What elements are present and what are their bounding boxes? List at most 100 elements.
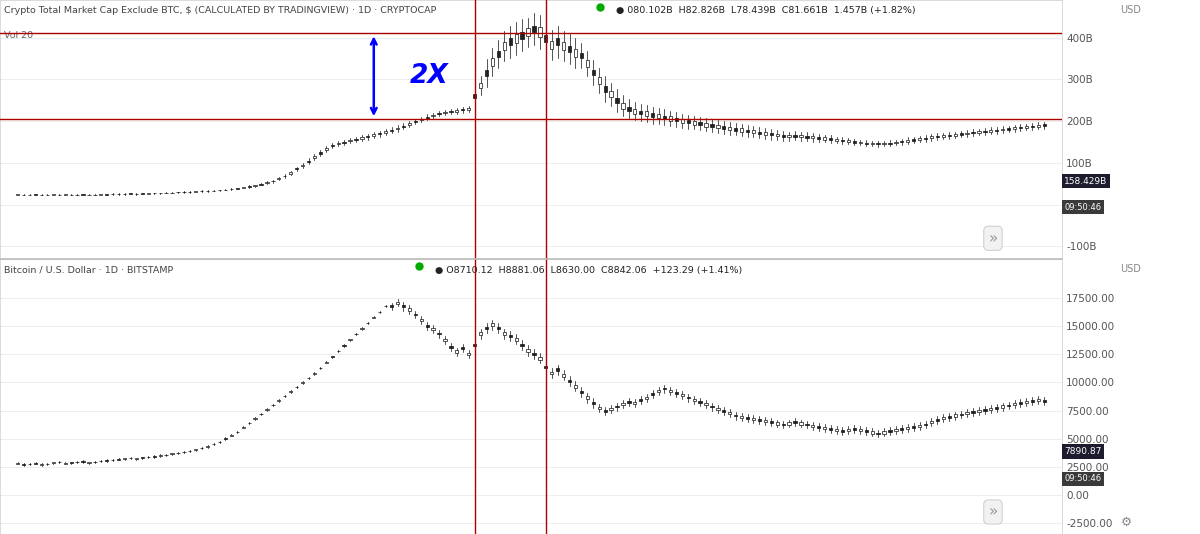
Bar xyxy=(882,431,886,434)
Bar xyxy=(853,142,856,143)
Bar xyxy=(443,112,446,114)
Bar xyxy=(610,408,613,410)
Bar xyxy=(870,143,874,144)
Bar xyxy=(692,399,696,401)
Bar xyxy=(414,314,416,316)
Bar xyxy=(692,121,696,124)
Bar xyxy=(722,126,726,129)
Bar xyxy=(746,130,749,132)
Bar xyxy=(942,135,944,137)
Bar xyxy=(704,403,708,405)
Bar xyxy=(521,344,523,346)
Bar xyxy=(461,348,464,349)
Bar xyxy=(586,60,589,67)
Bar xyxy=(545,366,547,368)
Bar xyxy=(894,429,898,431)
Bar xyxy=(277,178,281,179)
Bar xyxy=(936,419,940,421)
Bar xyxy=(449,346,452,348)
Bar xyxy=(586,396,589,399)
Bar xyxy=(888,143,892,144)
Bar xyxy=(307,161,310,162)
Bar xyxy=(550,41,553,49)
Bar xyxy=(835,429,838,431)
Bar xyxy=(841,140,844,141)
Bar xyxy=(954,414,956,417)
Text: »: » xyxy=(989,505,997,520)
Bar xyxy=(995,130,998,131)
Bar xyxy=(360,328,364,329)
Bar xyxy=(847,429,850,431)
Bar xyxy=(995,407,998,409)
Bar xyxy=(592,402,595,404)
Bar xyxy=(491,323,494,326)
Bar xyxy=(16,463,19,464)
Bar xyxy=(325,362,328,363)
Bar xyxy=(662,388,666,389)
Bar xyxy=(656,114,660,119)
Bar xyxy=(763,420,767,422)
Text: 09:50:46: 09:50:46 xyxy=(1064,475,1102,483)
Bar xyxy=(432,115,434,116)
Bar xyxy=(662,116,666,119)
Bar xyxy=(253,418,257,419)
Bar xyxy=(698,122,702,125)
Bar xyxy=(847,140,850,142)
Bar xyxy=(545,35,547,42)
Bar xyxy=(497,327,500,329)
Bar xyxy=(805,136,809,138)
Bar xyxy=(793,421,797,423)
Bar xyxy=(740,415,743,418)
Bar xyxy=(948,135,950,136)
Bar xyxy=(1031,125,1034,127)
Bar xyxy=(396,302,400,304)
Bar xyxy=(515,34,517,43)
Bar xyxy=(616,98,619,103)
Bar xyxy=(1025,401,1028,403)
Bar xyxy=(971,411,974,413)
Bar xyxy=(414,121,416,122)
Bar xyxy=(426,325,428,327)
Bar xyxy=(1025,126,1028,128)
Bar xyxy=(864,430,868,432)
Bar xyxy=(438,113,440,114)
Bar xyxy=(562,374,565,376)
Text: Bitcoin / U.S. Dollar · 1D · BITSTAMP: Bitcoin / U.S. Dollar · 1D · BITSTAMP xyxy=(5,266,174,275)
Bar xyxy=(64,463,67,464)
Bar xyxy=(509,335,512,337)
Bar xyxy=(40,464,43,465)
Bar xyxy=(1013,127,1016,129)
Text: Vol 20: Vol 20 xyxy=(5,31,34,40)
Bar xyxy=(479,332,482,335)
Bar xyxy=(467,353,470,355)
Bar xyxy=(622,103,624,108)
Bar xyxy=(900,428,904,430)
Bar xyxy=(568,380,571,382)
Bar xyxy=(313,156,316,158)
Bar xyxy=(912,426,916,428)
Text: 7890.87: 7890.87 xyxy=(1064,447,1102,456)
Bar xyxy=(769,133,773,136)
Bar xyxy=(360,137,364,139)
Text: 158.429B: 158.429B xyxy=(1064,177,1108,186)
Bar xyxy=(556,38,559,45)
Bar xyxy=(473,93,476,98)
Bar xyxy=(348,140,352,142)
Bar xyxy=(906,427,910,429)
Bar xyxy=(622,403,624,405)
Text: USD: USD xyxy=(1121,264,1141,274)
Bar xyxy=(527,349,529,352)
Bar xyxy=(1007,128,1010,130)
Bar xyxy=(900,141,904,143)
Bar xyxy=(342,142,346,143)
Bar xyxy=(924,138,928,139)
Bar xyxy=(716,408,720,410)
Bar xyxy=(455,110,458,112)
Bar xyxy=(580,391,583,393)
Bar xyxy=(752,130,755,134)
Bar xyxy=(728,127,731,130)
Bar xyxy=(906,140,910,142)
Bar xyxy=(912,139,916,140)
Bar xyxy=(1013,403,1016,405)
Bar xyxy=(170,453,174,454)
